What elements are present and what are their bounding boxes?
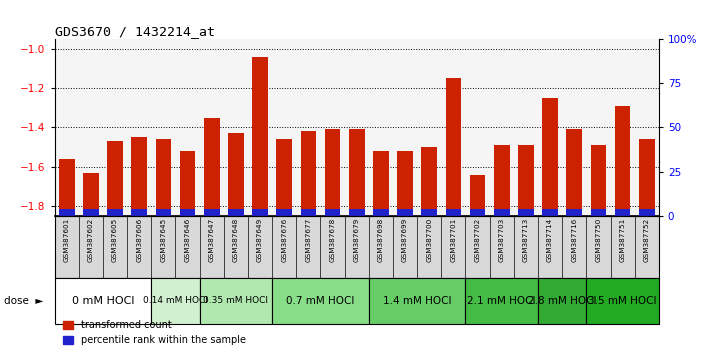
Text: 0.7 mM HOCl: 0.7 mM HOCl bbox=[286, 296, 355, 306]
Bar bbox=[422, 147, 437, 216]
Text: GSM387645: GSM387645 bbox=[160, 218, 167, 262]
Text: GSM387679: GSM387679 bbox=[354, 218, 360, 262]
Bar bbox=[277, 139, 292, 216]
Text: GSM387647: GSM387647 bbox=[209, 218, 215, 262]
Bar bbox=[156, 209, 171, 216]
Bar bbox=[542, 209, 558, 216]
Bar bbox=[131, 209, 147, 216]
Bar bbox=[586, 278, 659, 324]
Bar bbox=[373, 151, 389, 216]
Bar bbox=[204, 118, 220, 216]
Text: 0 mM HOCl: 0 mM HOCl bbox=[71, 296, 134, 306]
Text: GSM387700: GSM387700 bbox=[426, 218, 432, 262]
Legend: transformed count, percentile rank within the sample: transformed count, percentile rank withi… bbox=[60, 316, 250, 349]
Bar bbox=[349, 209, 365, 216]
Bar bbox=[107, 209, 123, 216]
Bar bbox=[301, 209, 316, 216]
Bar bbox=[590, 209, 606, 216]
Text: GSM387750: GSM387750 bbox=[596, 218, 601, 262]
Bar bbox=[131, 137, 147, 216]
Bar bbox=[301, 131, 316, 216]
Text: 2.8 mM HOCl: 2.8 mM HOCl bbox=[528, 296, 596, 306]
Bar bbox=[446, 78, 462, 216]
Bar bbox=[397, 209, 413, 216]
Text: GSM387698: GSM387698 bbox=[378, 218, 384, 262]
Bar bbox=[180, 151, 195, 216]
Bar bbox=[59, 209, 74, 216]
Bar bbox=[151, 278, 199, 324]
Bar bbox=[639, 139, 654, 216]
Text: GSM387752: GSM387752 bbox=[644, 218, 650, 262]
Text: GSM387699: GSM387699 bbox=[402, 218, 408, 262]
Text: GSM387751: GSM387751 bbox=[620, 218, 625, 262]
Bar bbox=[83, 209, 99, 216]
Bar bbox=[325, 130, 341, 216]
Text: GSM387649: GSM387649 bbox=[257, 218, 263, 262]
Text: GSM387606: GSM387606 bbox=[136, 218, 142, 262]
Text: GSM387601: GSM387601 bbox=[63, 218, 70, 262]
Text: GDS3670 / 1432214_at: GDS3670 / 1432214_at bbox=[55, 25, 215, 38]
Bar bbox=[277, 209, 292, 216]
Bar bbox=[446, 209, 462, 216]
Bar bbox=[494, 209, 510, 216]
Text: GSM387646: GSM387646 bbox=[184, 218, 191, 262]
Bar bbox=[325, 209, 341, 216]
Text: GSM387703: GSM387703 bbox=[499, 218, 505, 262]
Bar bbox=[252, 57, 268, 216]
Bar bbox=[204, 209, 220, 216]
Text: 2.1 mM HOCl: 2.1 mM HOCl bbox=[467, 296, 536, 306]
Bar bbox=[272, 278, 369, 324]
Text: GSM387648: GSM387648 bbox=[233, 218, 239, 262]
Bar bbox=[422, 209, 437, 216]
Bar bbox=[107, 141, 123, 216]
Text: GSM387716: GSM387716 bbox=[571, 218, 577, 262]
Text: GSM387602: GSM387602 bbox=[88, 218, 94, 262]
Text: GSM387713: GSM387713 bbox=[523, 218, 529, 262]
Bar bbox=[639, 209, 654, 216]
Bar bbox=[156, 139, 171, 216]
Text: GSM387677: GSM387677 bbox=[305, 218, 312, 262]
Bar bbox=[470, 209, 486, 216]
Bar bbox=[369, 278, 465, 324]
Text: GSM387676: GSM387676 bbox=[281, 218, 288, 262]
Bar bbox=[397, 151, 413, 216]
Text: GSM387605: GSM387605 bbox=[112, 218, 118, 262]
Text: GSM387701: GSM387701 bbox=[451, 218, 456, 262]
Bar bbox=[83, 173, 99, 216]
Bar bbox=[614, 106, 630, 216]
Text: GSM387702: GSM387702 bbox=[475, 218, 480, 262]
Bar bbox=[228, 209, 244, 216]
Text: 0.35 mM HOCl: 0.35 mM HOCl bbox=[203, 296, 269, 306]
Bar bbox=[252, 209, 268, 216]
Bar bbox=[373, 209, 389, 216]
Bar bbox=[180, 209, 195, 216]
Bar bbox=[349, 130, 365, 216]
Bar bbox=[518, 209, 534, 216]
Bar bbox=[566, 130, 582, 216]
Text: GSM387714: GSM387714 bbox=[547, 218, 553, 262]
Text: dose  ►: dose ► bbox=[4, 296, 43, 306]
Bar bbox=[566, 209, 582, 216]
Bar bbox=[518, 145, 534, 216]
Text: 0.14 mM HOCl: 0.14 mM HOCl bbox=[143, 296, 208, 306]
Text: 1.4 mM HOCl: 1.4 mM HOCl bbox=[383, 296, 451, 306]
Bar bbox=[614, 209, 630, 216]
Bar bbox=[494, 145, 510, 216]
Text: 3.5 mM HOCl: 3.5 mM HOCl bbox=[588, 296, 657, 306]
Bar bbox=[228, 133, 244, 216]
Bar bbox=[542, 98, 558, 216]
Bar bbox=[465, 278, 538, 324]
Bar bbox=[470, 175, 486, 216]
Bar bbox=[199, 278, 272, 324]
Text: GSM387678: GSM387678 bbox=[330, 218, 336, 262]
Bar bbox=[59, 159, 74, 216]
Bar bbox=[538, 278, 586, 324]
Bar bbox=[55, 278, 151, 324]
Bar bbox=[590, 145, 606, 216]
